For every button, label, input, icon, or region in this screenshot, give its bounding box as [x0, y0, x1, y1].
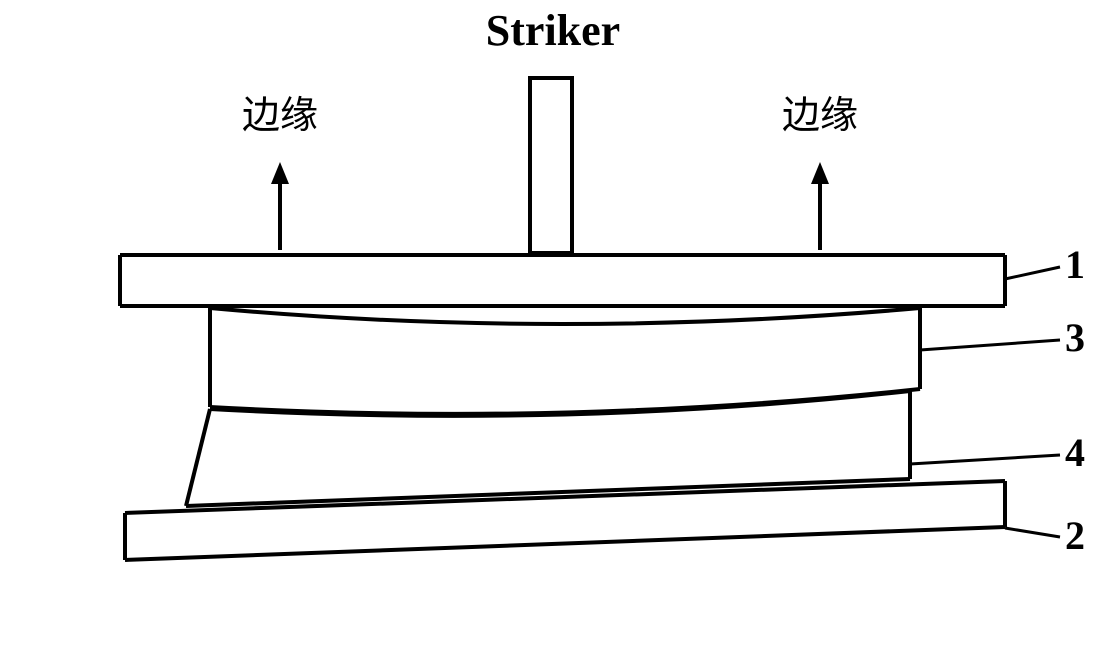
edge-label-left: 边缘 — [242, 95, 318, 137]
title-striker: Striker — [486, 6, 620, 55]
leader-num-2: 2 — [1065, 513, 1085, 558]
edge-label-right: 边缘 — [782, 95, 858, 137]
leader-num-3: 3 — [1065, 315, 1085, 360]
leader-num-4: 4 — [1065, 430, 1085, 475]
leader-num-1: 1 — [1065, 242, 1085, 287]
